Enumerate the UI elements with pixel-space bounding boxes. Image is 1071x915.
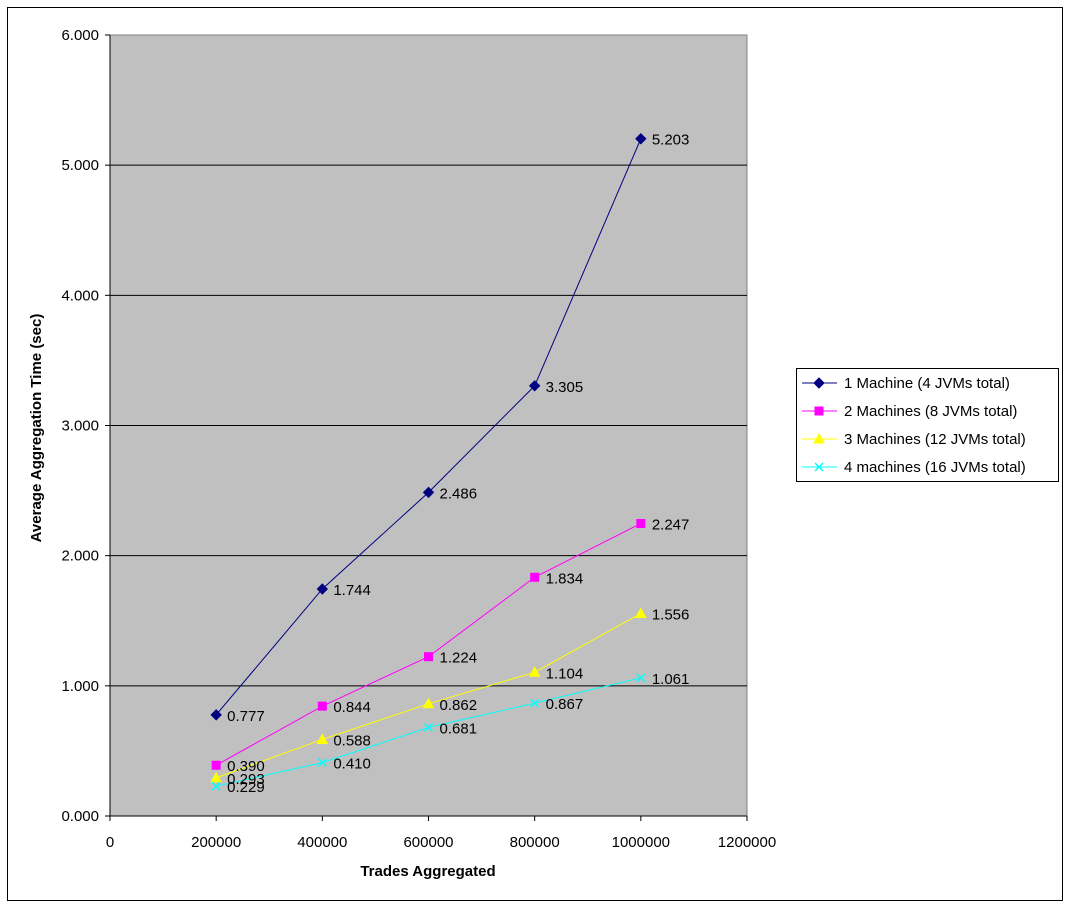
series bbox=[210, 133, 647, 791]
data-point-stroke bbox=[814, 462, 824, 472]
data-label: 0.588 bbox=[333, 732, 371, 749]
data-point bbox=[423, 722, 434, 732]
legend: 1 Machine (4 JVMs total) 2 Machines (8 JV… bbox=[796, 368, 1059, 482]
y-tick-label: 4.000 bbox=[61, 287, 99, 304]
x-tick-label: 800000 bbox=[510, 834, 560, 851]
x-tick-label: 400000 bbox=[297, 834, 347, 851]
x-tick-label: 200000 bbox=[191, 834, 241, 851]
data-point bbox=[422, 486, 435, 499]
data-label: 1.744 bbox=[333, 582, 371, 599]
data-point bbox=[424, 652, 433, 662]
legend-entry: 1 Machine (4 JVMs total) bbox=[802, 375, 1010, 392]
data-point bbox=[636, 519, 646, 529]
data-point-stroke bbox=[317, 758, 327, 768]
data-label: 0.410 bbox=[333, 756, 371, 773]
y-axis-title: Average Aggregation Time (sec) bbox=[28, 314, 45, 543]
data-label: 0.681 bbox=[440, 720, 478, 737]
data-label: 0.229 bbox=[227, 779, 265, 796]
data-label: 1.834 bbox=[546, 570, 584, 587]
data-point bbox=[636, 673, 646, 683]
data-point bbox=[316, 733, 329, 744]
data-point bbox=[528, 666, 541, 677]
data-labels: 0.777 1.744 2.486 3.305 5.203 0.390 0.844 1.224… bbox=[227, 132, 689, 796]
x-tick-label: 1000000 bbox=[612, 834, 670, 851]
series-2 bbox=[211, 519, 646, 770]
legend-entry: 4 machines (16 JVMs total) bbox=[802, 459, 1026, 476]
data-label: 1.224 bbox=[440, 650, 478, 667]
y-tick-label: 1.000 bbox=[61, 678, 99, 695]
data-point-stroke bbox=[423, 722, 434, 732]
data-label: 3.305 bbox=[546, 379, 584, 396]
data-label: 0.867 bbox=[546, 696, 584, 713]
data-point bbox=[211, 760, 221, 770]
data-point bbox=[422, 697, 435, 709]
series-4 bbox=[211, 673, 646, 791]
grid-lines bbox=[110, 164, 747, 687]
x-tick-label: 0 bbox=[106, 834, 114, 851]
data-point bbox=[528, 380, 541, 392]
y-tick-label: 2.000 bbox=[61, 548, 99, 565]
data-label: 5.203 bbox=[652, 132, 690, 149]
data-point bbox=[210, 771, 223, 783]
data-label: 1.061 bbox=[652, 671, 690, 688]
axes: 0.000 1.000 2.000 3.000 4.000 5.000 6.000 0 2000… bbox=[61, 27, 776, 851]
series-1 bbox=[210, 133, 647, 721]
data-label: 0.844 bbox=[333, 699, 371, 716]
data-label: 0.862 bbox=[440, 697, 478, 714]
data-label: 2.247 bbox=[652, 517, 690, 534]
data-point bbox=[814, 462, 824, 472]
data-point-stroke bbox=[636, 673, 646, 683]
y-tick-label: 6.000 bbox=[61, 27, 99, 44]
data-label: 1.104 bbox=[546, 665, 584, 682]
data-point bbox=[530, 572, 540, 582]
x-tick-label: 1200000 bbox=[718, 834, 776, 851]
x-axis-title: Trades Aggregated bbox=[360, 863, 495, 880]
legend-label: 1 Machine (4 JVMs total) bbox=[844, 375, 1010, 392]
y-tick-label: 3.000 bbox=[61, 418, 99, 435]
data-label: 0.293 bbox=[227, 771, 265, 788]
legend-label: 4 machines (16 JVMs total) bbox=[844, 459, 1026, 476]
data-point bbox=[316, 583, 329, 595]
data-point bbox=[317, 758, 327, 768]
data-point bbox=[813, 377, 825, 389]
data-label: 0.390 bbox=[227, 758, 265, 775]
series-3 bbox=[210, 607, 647, 783]
data-point bbox=[814, 406, 824, 416]
legend-label: 3 Machines (12 JVMs total) bbox=[844, 431, 1026, 448]
data-label: 1.556 bbox=[652, 606, 690, 623]
legend-box bbox=[796, 368, 1059, 482]
legend-entry: 3 Machines (12 JVMs total) bbox=[802, 431, 1026, 448]
legend-label: 2 Machines (8 JVMs total) bbox=[844, 403, 1017, 420]
data-point bbox=[635, 133, 647, 145]
data-label: 2.486 bbox=[440, 485, 478, 502]
data-point-stroke bbox=[211, 781, 221, 791]
y-tick-label: 0.000 bbox=[61, 808, 99, 825]
data-point bbox=[317, 701, 327, 711]
data-point-stroke bbox=[530, 698, 540, 708]
data-point bbox=[211, 781, 221, 791]
data-point bbox=[634, 607, 647, 618]
legend-entry: 2 Machines (8 JVMs total) bbox=[802, 403, 1017, 420]
data-point bbox=[210, 709, 222, 721]
data-point bbox=[530, 698, 540, 708]
data-label: 0.777 bbox=[227, 708, 265, 725]
y-tick-label: 5.000 bbox=[61, 157, 99, 174]
data-point bbox=[813, 432, 825, 444]
x-tick-label: 600000 bbox=[403, 834, 453, 851]
